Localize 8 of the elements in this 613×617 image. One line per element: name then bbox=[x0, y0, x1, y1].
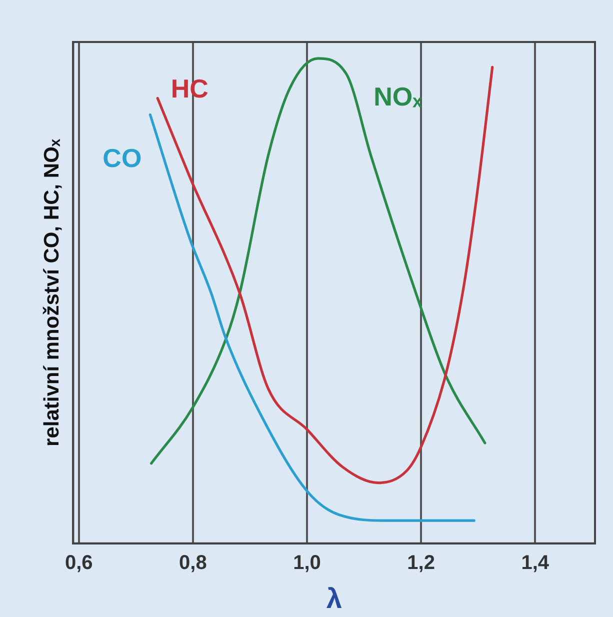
x-tick-label: 1,4 bbox=[521, 552, 550, 574]
x-axis-title: λ bbox=[326, 582, 342, 614]
y-axis-title: relativní množství CO, HC, NOₓ bbox=[40, 138, 64, 446]
x-tick-label: 0,6 bbox=[64, 552, 93, 574]
x-tick-label: 1,2 bbox=[407, 552, 435, 574]
x-tick-label: 1,0 bbox=[293, 552, 321, 574]
series-label: CO bbox=[102, 142, 142, 173]
x-tick-label: 0,8 bbox=[179, 552, 207, 574]
